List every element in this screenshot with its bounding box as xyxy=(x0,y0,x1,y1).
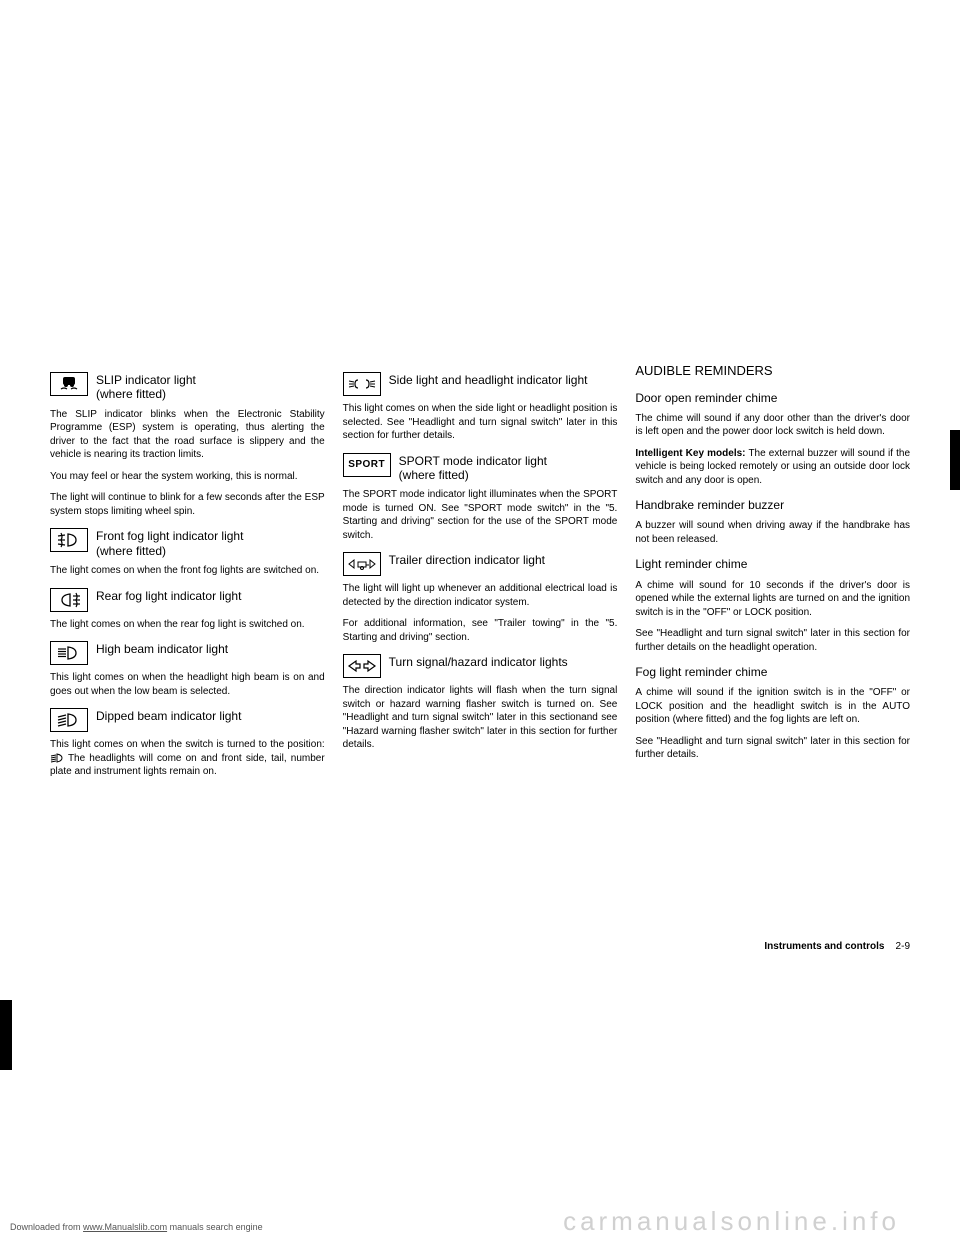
light-p2: See "Headlight and turn signal switch" l… xyxy=(635,627,910,654)
high-beam-icon xyxy=(50,641,88,665)
turn-signal-icon xyxy=(343,654,381,678)
side-tab-right xyxy=(950,430,960,490)
slip-title: SLIP indicator light xyxy=(96,373,196,387)
rear-fog-icon xyxy=(50,588,88,612)
dipped-p1a: This light comes on when the switch is t… xyxy=(50,739,325,750)
turnsignal-heading: Turn signal/hazard indicator lights xyxy=(343,654,618,678)
handbrake-p1: A buzzer will sound when driving away if… xyxy=(635,519,910,546)
highbeam-p1: This light comes on when the headlight h… xyxy=(50,671,325,698)
dipped-title: Dipped beam indicator light xyxy=(96,708,241,723)
footer-page: 2-9 xyxy=(896,941,910,952)
handbrake-title: Handbrake reminder buzzer xyxy=(635,497,910,513)
slip-title-block: SLIP indicator light (where fitted) xyxy=(96,372,196,402)
watermark-right: carmanualsonline.info xyxy=(563,1206,900,1237)
trailer-p1: The light will light up whenever an addi… xyxy=(343,582,618,609)
frontfog-heading: Front fog light indicator light (where f… xyxy=(50,528,325,558)
highbeam-heading: High beam indicator light xyxy=(50,641,325,665)
trailer-icon xyxy=(343,552,381,576)
door-title: Door open reminder chime xyxy=(635,390,910,406)
light-title: Light reminder chime xyxy=(635,556,910,572)
dipped-inline-icon xyxy=(50,753,64,763)
door-p1: The chime will sound if any door other t… xyxy=(635,412,910,439)
slip-p3: The light will continue to blink for a f… xyxy=(50,491,325,518)
trailer-title: Trailer direction indicator light xyxy=(389,552,545,567)
door-p2: Intelligent Key models: The external buz… xyxy=(635,447,910,488)
sport-icon: SPORT xyxy=(343,453,391,477)
slip-p1: The SLIP indicator blinks when the Elect… xyxy=(50,408,325,462)
watermark-left: Downloaded from www.Manualslib.com manua… xyxy=(10,1222,263,1232)
sport-subtitle: (where fitted) xyxy=(399,468,469,482)
wm-suffix: manuals search engine xyxy=(167,1222,263,1232)
slip-p2: You may feel or hear the system working,… xyxy=(50,470,325,484)
light-p1: A chime will sound for 10 seconds if the… xyxy=(635,579,910,620)
sidelight-p1: This light comes on when the side light … xyxy=(343,402,618,443)
sidelight-title: Side light and headlight indicator light xyxy=(389,372,588,387)
footer-right: Instruments and controls 2-9 xyxy=(764,941,910,952)
sidelight-icon xyxy=(343,372,381,396)
fog-p2: See "Headlight and turn signal switch" l… xyxy=(635,735,910,762)
turnsignal-p1: The direction indicator lights will flas… xyxy=(343,684,618,752)
rearfog-heading: Rear fog light indicator light xyxy=(50,588,325,612)
wm-link[interactable]: www.Manualslib.com xyxy=(83,1222,167,1232)
slip-subtitle: (where fitted) xyxy=(96,387,166,401)
frontfog-title: Front fog light indicator light xyxy=(96,529,243,543)
frontfog-p1: The light comes on when the front fog li… xyxy=(50,564,325,578)
rearfog-p1: The light comes on when the rear fog lig… xyxy=(50,618,325,632)
dipped-heading: Dipped beam indicator light xyxy=(50,708,325,732)
sport-p1: The SPORT mode indicator light illuminat… xyxy=(343,488,618,542)
column-3: AUDIBLE REMINDERS Door open reminder chi… xyxy=(635,362,910,787)
frontfog-subtitle: (where fitted) xyxy=(96,544,166,558)
front-fog-icon xyxy=(50,528,88,552)
trailer-heading: Trailer direction indicator light xyxy=(343,552,618,576)
column-1: SLIP indicator light (where fitted) The … xyxy=(50,362,325,787)
column-2: Side light and headlight indicator light… xyxy=(343,362,618,787)
dipped-p1b: The headlights will come on and front si… xyxy=(50,753,325,778)
sport-heading: SPORT SPORT mode indicator light (where … xyxy=(343,453,618,483)
sport-title: SPORT mode indicator light xyxy=(399,454,547,468)
trailer-p2: For additional information, see "Trailer… xyxy=(343,617,618,644)
dipped-beam-icon xyxy=(50,708,88,732)
side-tab-left xyxy=(0,1000,12,1070)
audible-heading: AUDIBLE REMINDERS xyxy=(635,362,910,380)
frontfog-title-block: Front fog light indicator light (where f… xyxy=(96,528,243,558)
door-p2-bold: Intelligent Key models: xyxy=(635,448,745,459)
page-content: SLIP indicator light (where fitted) The … xyxy=(50,362,910,787)
sport-title-block: SPORT mode indicator light (where fitted… xyxy=(399,453,547,483)
highbeam-title: High beam indicator light xyxy=(96,641,228,656)
footer-section: Instruments and controls xyxy=(764,941,884,952)
slip-heading: SLIP indicator light (where fitted) xyxy=(50,372,325,402)
sidelight-heading: Side light and headlight indicator light xyxy=(343,372,618,396)
slip-icon xyxy=(50,372,88,396)
fog-p1: A chime will sound if the ignition switc… xyxy=(635,686,910,727)
rearfog-title: Rear fog light indicator light xyxy=(96,588,241,603)
turnsignal-title: Turn signal/hazard indicator lights xyxy=(389,654,568,669)
wm-prefix: Downloaded from xyxy=(10,1222,83,1232)
dipped-p1: This light comes on when the switch is t… xyxy=(50,738,325,779)
fog-title: Fog light reminder chime xyxy=(635,664,910,680)
